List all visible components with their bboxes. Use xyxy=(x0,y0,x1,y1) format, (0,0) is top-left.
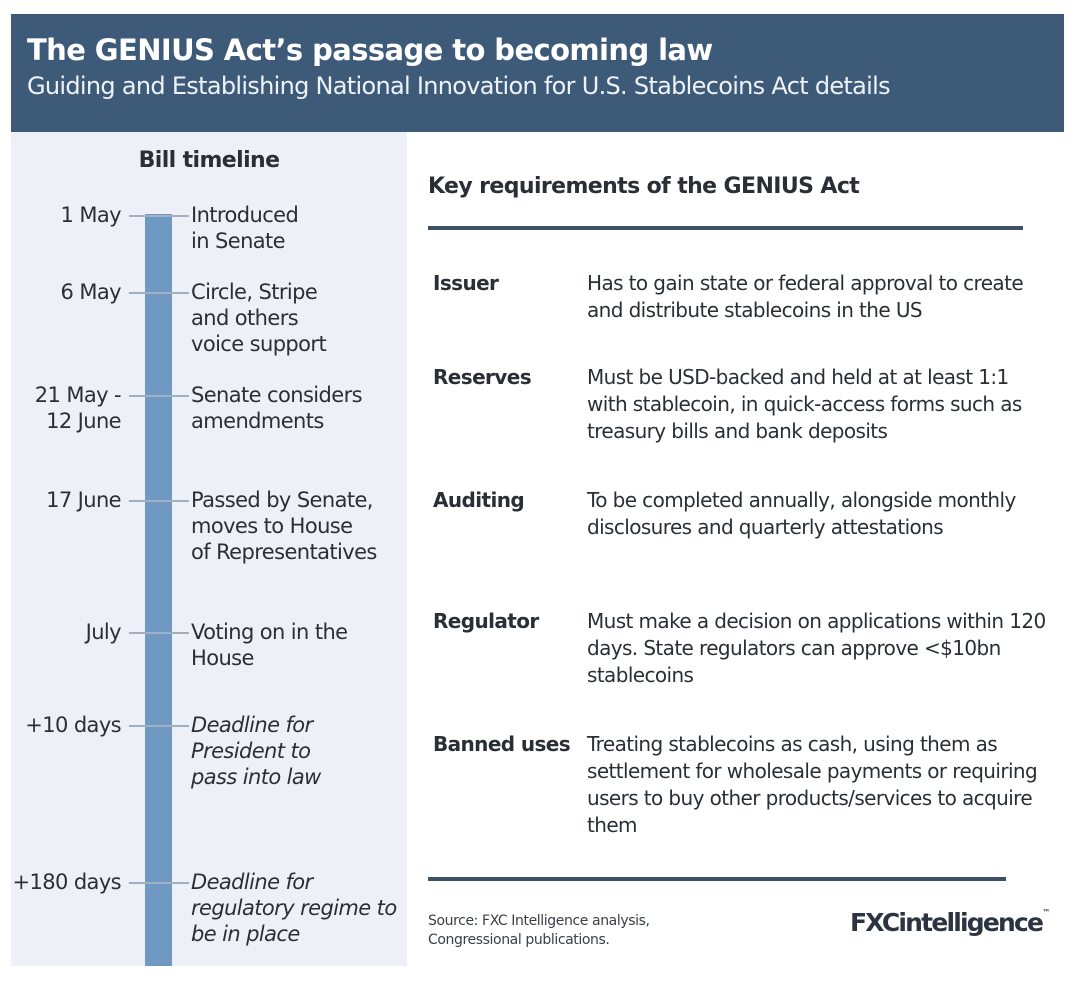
event-description: Circle, Stripe and others voice support xyxy=(191,280,327,356)
event-description: Deadline for regulatory regime to be in … xyxy=(191,870,397,946)
requirement-text: Treating stablecoins as cash, using them… xyxy=(587,732,1038,837)
requirement-label: Auditing xyxy=(433,488,525,512)
timeline-bar xyxy=(145,214,172,966)
source-note: Source: FXC Intelligence analysis, Congr… xyxy=(428,913,650,948)
requirement-label: Regulator xyxy=(433,609,539,633)
event-date: +180 days xyxy=(12,870,121,894)
requirement-text: Has to gain state or federal approval to… xyxy=(587,271,1024,322)
requirement-label: Issuer xyxy=(433,271,499,295)
event-tick xyxy=(129,632,189,634)
event-date: July xyxy=(85,620,122,644)
top-divider xyxy=(428,226,1023,230)
event-tick xyxy=(129,725,189,727)
event-description: Voting on in the House xyxy=(191,620,348,670)
requirements-title: Key requirements of the GENIUS Act xyxy=(428,174,860,199)
requirement-label: Reserves xyxy=(433,365,532,389)
page-subtitle: Guiding and Establishing National Innova… xyxy=(27,72,891,100)
event-date: +10 days xyxy=(25,713,121,737)
requirement-text: To be completed annually, alongside mont… xyxy=(587,488,1016,539)
event-tick xyxy=(129,882,189,884)
event-tick xyxy=(129,500,189,502)
bottom-divider xyxy=(428,877,1006,881)
timeline-title: Bill timeline xyxy=(138,148,280,173)
event-tick xyxy=(129,215,189,217)
event-date: 21 May - 12 June xyxy=(34,383,122,433)
header-banner: The GENIUS Act’s passage to becoming law… xyxy=(11,14,1064,132)
requirement-label: Banned uses xyxy=(433,732,571,756)
event-tick xyxy=(129,292,189,294)
requirement-text: Must be USD-backed and held at at least … xyxy=(587,365,1022,443)
event-date: 6 May xyxy=(60,280,122,304)
event-description: Deadline for President to pass into law xyxy=(191,713,321,789)
event-tick xyxy=(129,395,189,397)
event-description: Passed by Senate, moves to House of Repr… xyxy=(191,488,377,564)
event-description: Senate considers amendments xyxy=(191,383,363,433)
timeline-panel: Bill timeline 1 May Introduced in Senate… xyxy=(11,132,407,966)
fxc-logo: FXCintelligence™ xyxy=(850,908,1050,937)
requirement-text: Must make a decision on applications wit… xyxy=(587,609,1046,687)
event-date: 1 May xyxy=(60,203,122,227)
event-description: Introduced in Senate xyxy=(191,203,299,253)
page-title: The GENIUS Act’s passage to becoming law xyxy=(27,33,713,67)
event-date: 17 June xyxy=(46,488,122,512)
